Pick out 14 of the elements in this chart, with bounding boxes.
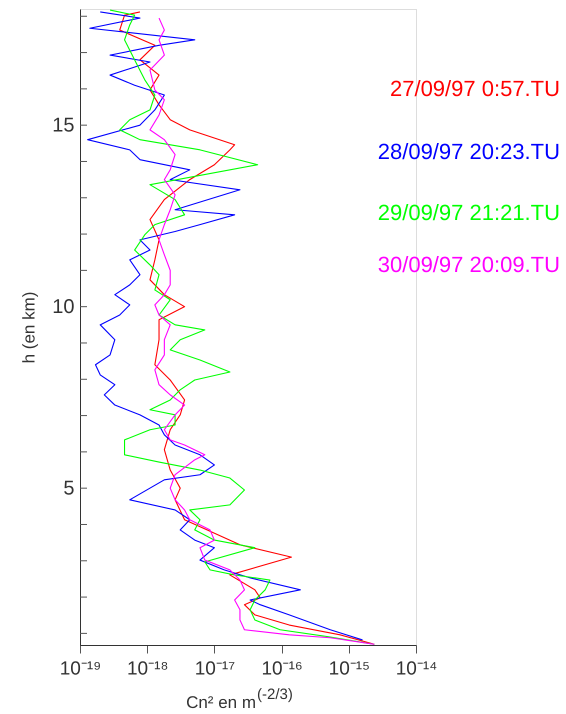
x-tick-label: 10⁻¹⁷ [194,658,236,680]
x-tick-label: 10⁻¹⁸ [126,658,168,680]
y-tick-label: 15 [52,114,74,137]
y-tick-label: 5 [63,478,74,500]
x-tick-label: 10⁻¹⁹ [60,658,102,680]
y-axis-title: h (en km) [19,292,38,364]
x-tick-label: 10⁻¹⁴ [396,658,438,680]
x-tick-label: 10⁻¹⁶ [261,658,303,680]
text: 27/09/97 0:57.TU [390,76,560,101]
x-tick-label: 10⁻¹⁵ [328,658,370,680]
text: 28/09/97 20:23.TU [378,139,560,164]
text: 30/09/97 20:09.TU [378,252,560,277]
y-tick-label: 10 [52,296,74,318]
text: 29/09/97 21:21.TU [378,200,560,225]
